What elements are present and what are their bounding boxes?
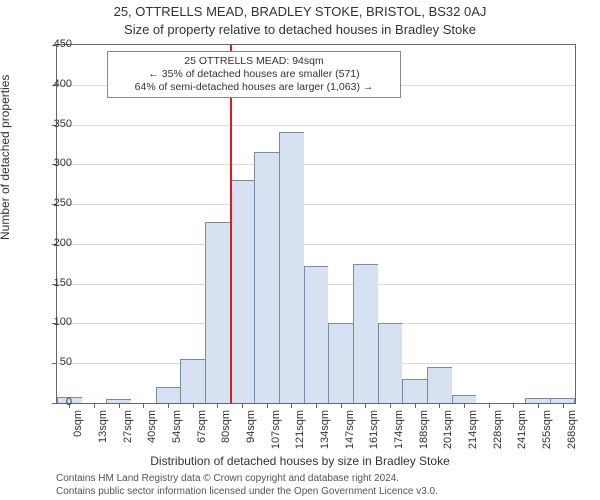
x-axis-label: Distribution of detached houses by size … — [0, 454, 600, 468]
x-tick-label: 134sqm — [319, 410, 331, 456]
y-axis-label: Number of detached properties — [0, 75, 12, 240]
annotation-line-1: 25 OTTRELLS MEAD: 94sqm — [114, 55, 394, 68]
y-tick-label: 350 — [32, 118, 72, 130]
histogram-bar — [452, 395, 477, 403]
y-tick-label: 0 — [32, 396, 72, 408]
y-tick-label: 450 — [32, 38, 72, 50]
x-tick-label: 107sqm — [270, 410, 282, 456]
x-tick-label: 201sqm — [442, 410, 454, 456]
annotation-box: 25 OTTRELLS MEAD: 94sqm ← 35% of detache… — [107, 51, 401, 98]
y-tick-label: 250 — [32, 197, 72, 209]
footnote-line-1: Contains HM Land Registry data © Crown c… — [56, 473, 590, 486]
histogram-bar — [427, 367, 452, 403]
y-tick-label: 300 — [32, 157, 72, 169]
bars-container — [57, 45, 575, 403]
histogram-bar — [156, 387, 181, 403]
x-tick-label: 161sqm — [368, 410, 380, 456]
y-tick-label: 150 — [32, 277, 72, 289]
x-tick-label: 121sqm — [294, 410, 306, 456]
y-tick-label: 400 — [32, 78, 72, 90]
histogram-bar — [205, 222, 230, 403]
x-tick-label: 27sqm — [122, 410, 134, 456]
y-tick-label: 100 — [32, 316, 72, 328]
x-tick-label: 214sqm — [467, 410, 479, 456]
x-tick-label: 13sqm — [97, 410, 109, 456]
histogram-bar — [254, 152, 279, 403]
x-tick-label: 54sqm — [171, 410, 183, 456]
x-tick-label: 80sqm — [220, 410, 232, 456]
annotation-line-3: 64% of semi-detached houses are larger (… — [114, 81, 394, 94]
histogram-bar — [279, 132, 304, 403]
x-tick-label: 268sqm — [566, 410, 578, 456]
property-marker-line — [230, 45, 232, 403]
x-tick-label: 147sqm — [344, 410, 356, 456]
chart-title: 25, OTTRELLS MEAD, BRADLEY STOKE, BRISTO… — [0, 4, 600, 19]
x-tick-label: 255sqm — [541, 410, 553, 456]
chart-subtitle: Size of property relative to detached ho… — [0, 22, 600, 37]
x-tick-label: 40sqm — [146, 410, 158, 456]
x-tick-label: 174sqm — [393, 410, 405, 456]
plot-area: 25 OTTRELLS MEAD: 94sqm ← 35% of detache… — [56, 44, 576, 404]
x-tick-label: 67sqm — [196, 410, 208, 456]
histogram-bar — [230, 180, 255, 403]
x-tick-label: 94sqm — [245, 410, 257, 456]
x-tick-label: 228sqm — [492, 410, 504, 456]
histogram-bar — [378, 323, 403, 403]
histogram-bar — [180, 359, 205, 403]
y-tick-label: 50 — [32, 356, 72, 368]
histogram-bar — [328, 323, 353, 403]
annotation-line-2: ← 35% of detached houses are smaller (57… — [114, 68, 394, 81]
histogram-bar — [353, 264, 378, 403]
footnote: Contains HM Land Registry data © Crown c… — [56, 473, 590, 498]
x-tick-label: 0sqm — [72, 410, 84, 456]
y-tick-label: 200 — [32, 237, 72, 249]
x-tick-label: 241sqm — [516, 410, 528, 456]
footnote-line-2: Contains public sector information licen… — [56, 486, 590, 499]
histogram-bar — [402, 379, 427, 403]
histogram-bar — [304, 266, 329, 403]
x-tick-label: 188sqm — [418, 410, 430, 456]
